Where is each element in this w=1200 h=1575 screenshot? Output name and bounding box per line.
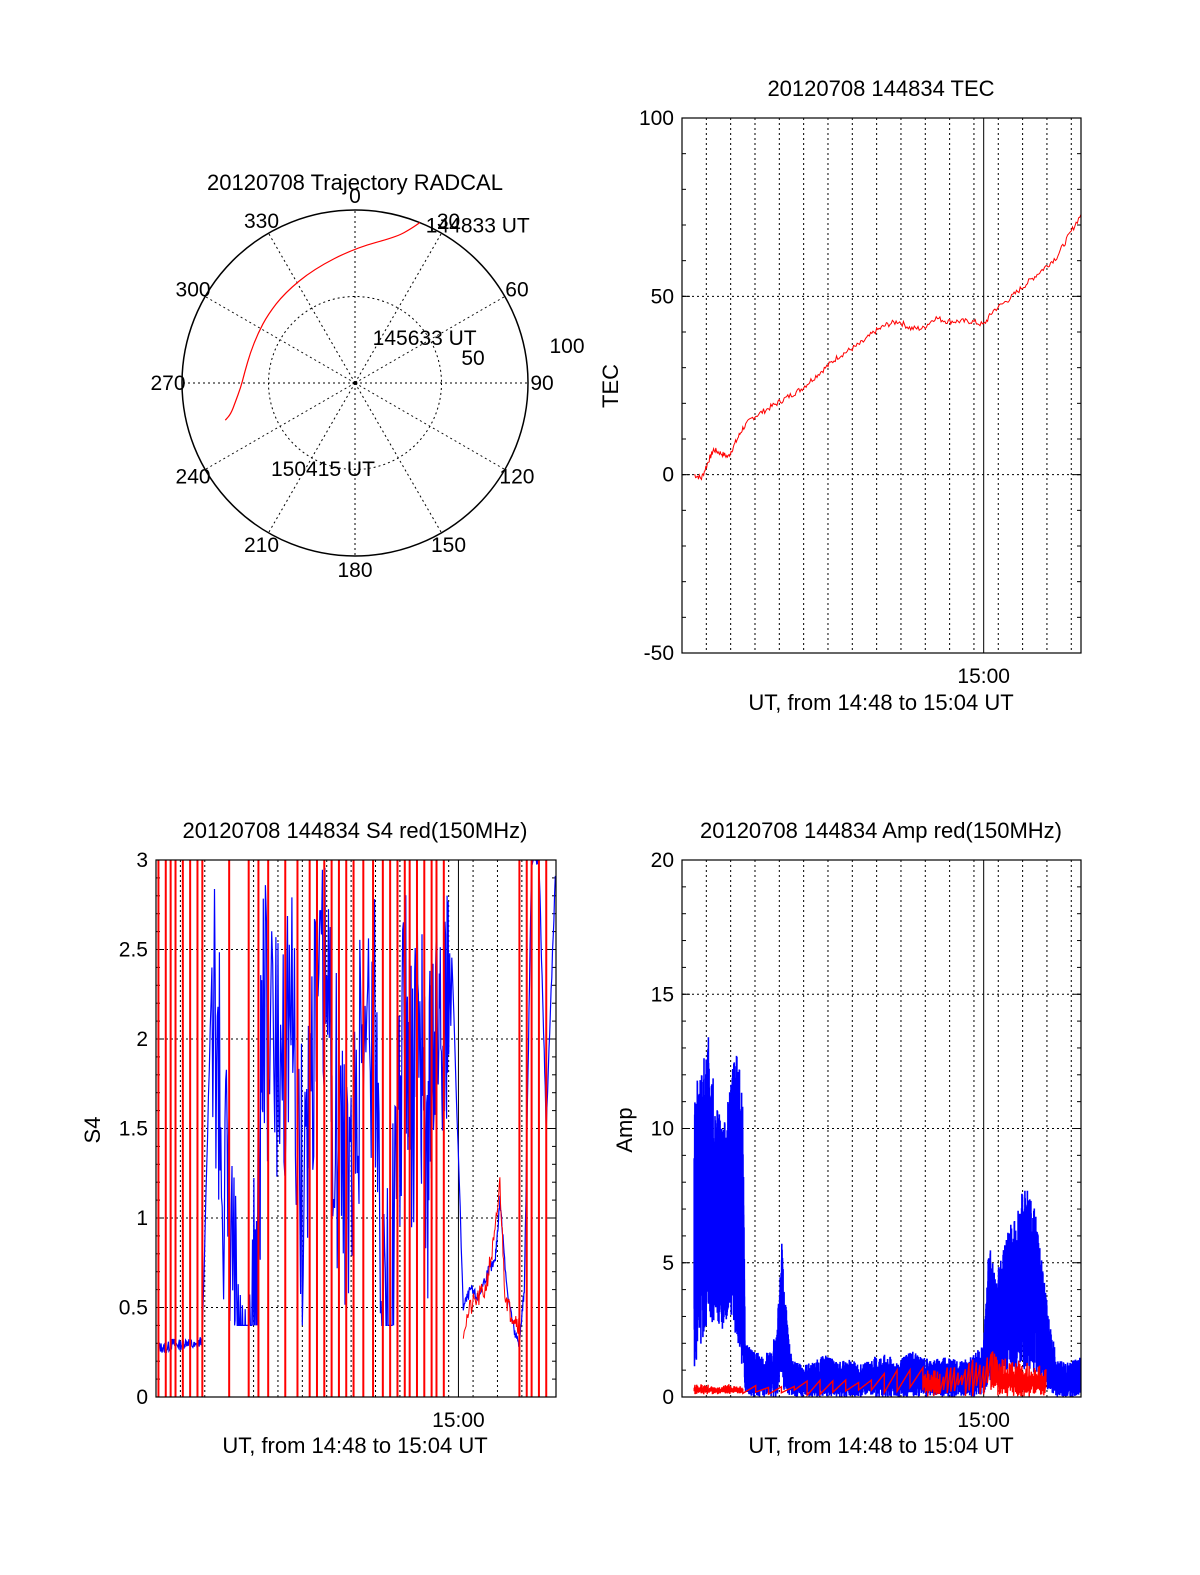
tec-xtick-label-0: 15:00 bbox=[957, 665, 1010, 688]
amp-frame bbox=[681, 859, 1082, 1398]
amp-ytick-label-1: 5 bbox=[662, 1252, 674, 1275]
polar-spoke-120 bbox=[354, 382, 506, 470]
polar-spoke-300 bbox=[204, 296, 356, 384]
azimuth-label-240: 240 bbox=[176, 466, 211, 489]
azimuth-label-150: 150 bbox=[431, 534, 466, 557]
trajectory-line bbox=[224, 222, 421, 421]
s4-ytick-label-1: 0.5 bbox=[119, 1297, 148, 1320]
azimuth-label-90: 90 bbox=[530, 372, 553, 395]
trajectory-annotation-0: 144833 UT bbox=[426, 215, 530, 238]
s4-ytick-label-3: 1.5 bbox=[119, 1118, 148, 1141]
amp-plot-area: 0 5 10 15 20 15:00 bbox=[651, 849, 1082, 1432]
polar-labels: 0 30 60 90 120 150 180 210 240 270 300 330 50 100 1448… bbox=[150, 185, 584, 582]
s4-xtick-label-0: 15:00 bbox=[432, 1409, 485, 1432]
amp-red-series bbox=[693, 1351, 1047, 1397]
polar-spoke-150 bbox=[354, 382, 442, 534]
polar-spoke-30 bbox=[354, 232, 442, 384]
s4-red-series bbox=[462, 1177, 520, 1339]
s4-ytick-label-4: 2 bbox=[136, 1028, 148, 1051]
polar-spoke-210 bbox=[268, 382, 356, 534]
s4-plot-area: 0 0.5 1 1.5 2 2.5 3 15:00 bbox=[119, 849, 557, 1432]
radial-label-50: 50 bbox=[461, 347, 484, 370]
polar-grid bbox=[181, 209, 529, 557]
amp-ylabel: Amp bbox=[612, 1107, 637, 1152]
radial-label-100: 100 bbox=[549, 335, 584, 358]
s4-title: 20120708 144834 S4 red(150MHz) bbox=[183, 818, 528, 843]
amp-blue-series bbox=[693, 1037, 1081, 1397]
azimuth-label-300: 300 bbox=[176, 279, 211, 302]
amp-ytick-label-0: 0 bbox=[662, 1386, 674, 1409]
trajectory-annotation-2: 150415 UT bbox=[271, 458, 375, 481]
trajectory-title: 20120708 Trajectory RADCAL bbox=[207, 170, 503, 195]
azimuth-label-330: 330 bbox=[244, 210, 279, 233]
s4-ytick-label-2: 1 bbox=[136, 1207, 148, 1230]
amp-ytick-label-3: 15 bbox=[651, 983, 674, 1006]
tec-chart: 20120708 144834 TEC UT, from 14:48 to 15… bbox=[598, 76, 1082, 715]
s4-chart: 20120708 144834 S4 red(150MHz) UT, from … bbox=[80, 818, 557, 1458]
azimuth-label-60: 60 bbox=[505, 279, 528, 302]
tec-ytick-label-0: -50 bbox=[644, 642, 674, 665]
azimuth-label-0: 0 bbox=[349, 185, 361, 208]
trajectory-polar-chart: 20120708 Trajectory RADCAL 0 30 60 90 120 150… bbox=[150, 170, 584, 582]
s4-ytick-label-5: 2.5 bbox=[119, 939, 148, 962]
s4-xlabel: UT, from 14:48 to 15:04 UT bbox=[222, 1433, 487, 1458]
trajectory-annotation-1: 145633 UT bbox=[373, 327, 477, 350]
azimuth-label-180: 180 bbox=[337, 559, 372, 582]
tec-ytick-label-1: 0 bbox=[662, 464, 674, 487]
tec-ytick-label-3: 100 bbox=[639, 107, 674, 130]
tec-title: 20120708 144834 TEC bbox=[767, 76, 994, 101]
amp-ytick-label-2: 10 bbox=[651, 1118, 674, 1141]
polar-spoke-60 bbox=[354, 296, 506, 384]
azimuth-label-120: 120 bbox=[499, 466, 534, 489]
azimuth-label-210: 210 bbox=[244, 534, 279, 557]
amp-title: 20120708 144834 Amp red(150MHz) bbox=[700, 818, 1062, 843]
s4-ytick-label-6: 3 bbox=[136, 849, 148, 872]
polar-outer-circle bbox=[181, 209, 529, 557]
tec-frame bbox=[681, 117, 1082, 654]
amp-xlabel: UT, from 14:48 to 15:04 UT bbox=[748, 1433, 1013, 1458]
tec-ytick-label-2: 50 bbox=[651, 285, 674, 308]
tec-xlabel: UT, from 14:48 to 15:04 UT bbox=[748, 690, 1013, 715]
s4-frame bbox=[155, 859, 557, 1398]
tec-series-line bbox=[694, 214, 1081, 481]
tec-plot-area: -50 0 50 100 15:00 bbox=[639, 107, 1082, 688]
amp-xtick-label-0: 15:00 bbox=[957, 1409, 1010, 1432]
s4-ytick-label-0: 0 bbox=[136, 1386, 148, 1409]
amp-ytick-label-4: 20 bbox=[651, 849, 674, 872]
s4-ylabel: S4 bbox=[80, 1117, 105, 1144]
polar-spoke-330 bbox=[268, 232, 356, 384]
polar-series bbox=[224, 222, 421, 421]
amp-chart: 20120708 144834 Amp red(150MHz) UT, from… bbox=[612, 818, 1082, 1458]
polar-spoke-240 bbox=[204, 382, 356, 470]
s4-blue-series bbox=[157, 860, 556, 1354]
tec-ylabel: TEC bbox=[598, 364, 623, 408]
azimuth-label-270: 270 bbox=[150, 372, 185, 395]
azimuth-label-30: 30 bbox=[437, 210, 460, 233]
